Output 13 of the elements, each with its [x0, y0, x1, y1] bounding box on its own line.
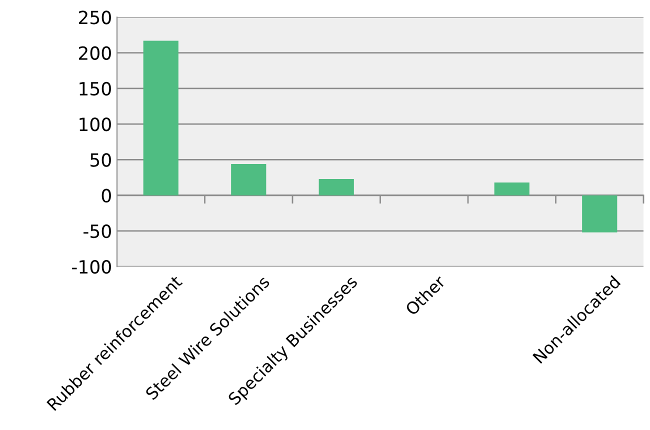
- bar: [231, 164, 266, 196]
- y-tick-label: 250: [79, 10, 111, 24]
- bar: [318, 178, 354, 196]
- y-tick-label: 50: [90, 153, 111, 167]
- y-tick-label: 150: [80, 82, 111, 96]
- y-tick-label: 0: [102, 188, 111, 202]
- bar: [582, 195, 618, 232]
- y-tick-label: 100: [80, 118, 111, 132]
- bar: [494, 182, 530, 196]
- bar: [143, 40, 178, 196]
- y-tick-label: -50: [84, 224, 111, 238]
- y-tick-label: -100: [72, 260, 111, 274]
- y-tick-label: 200: [79, 46, 111, 60]
